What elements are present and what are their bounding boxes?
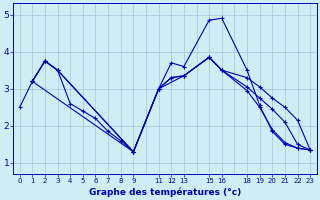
X-axis label: Graphe des températures (°c): Graphe des températures (°c) bbox=[89, 187, 241, 197]
